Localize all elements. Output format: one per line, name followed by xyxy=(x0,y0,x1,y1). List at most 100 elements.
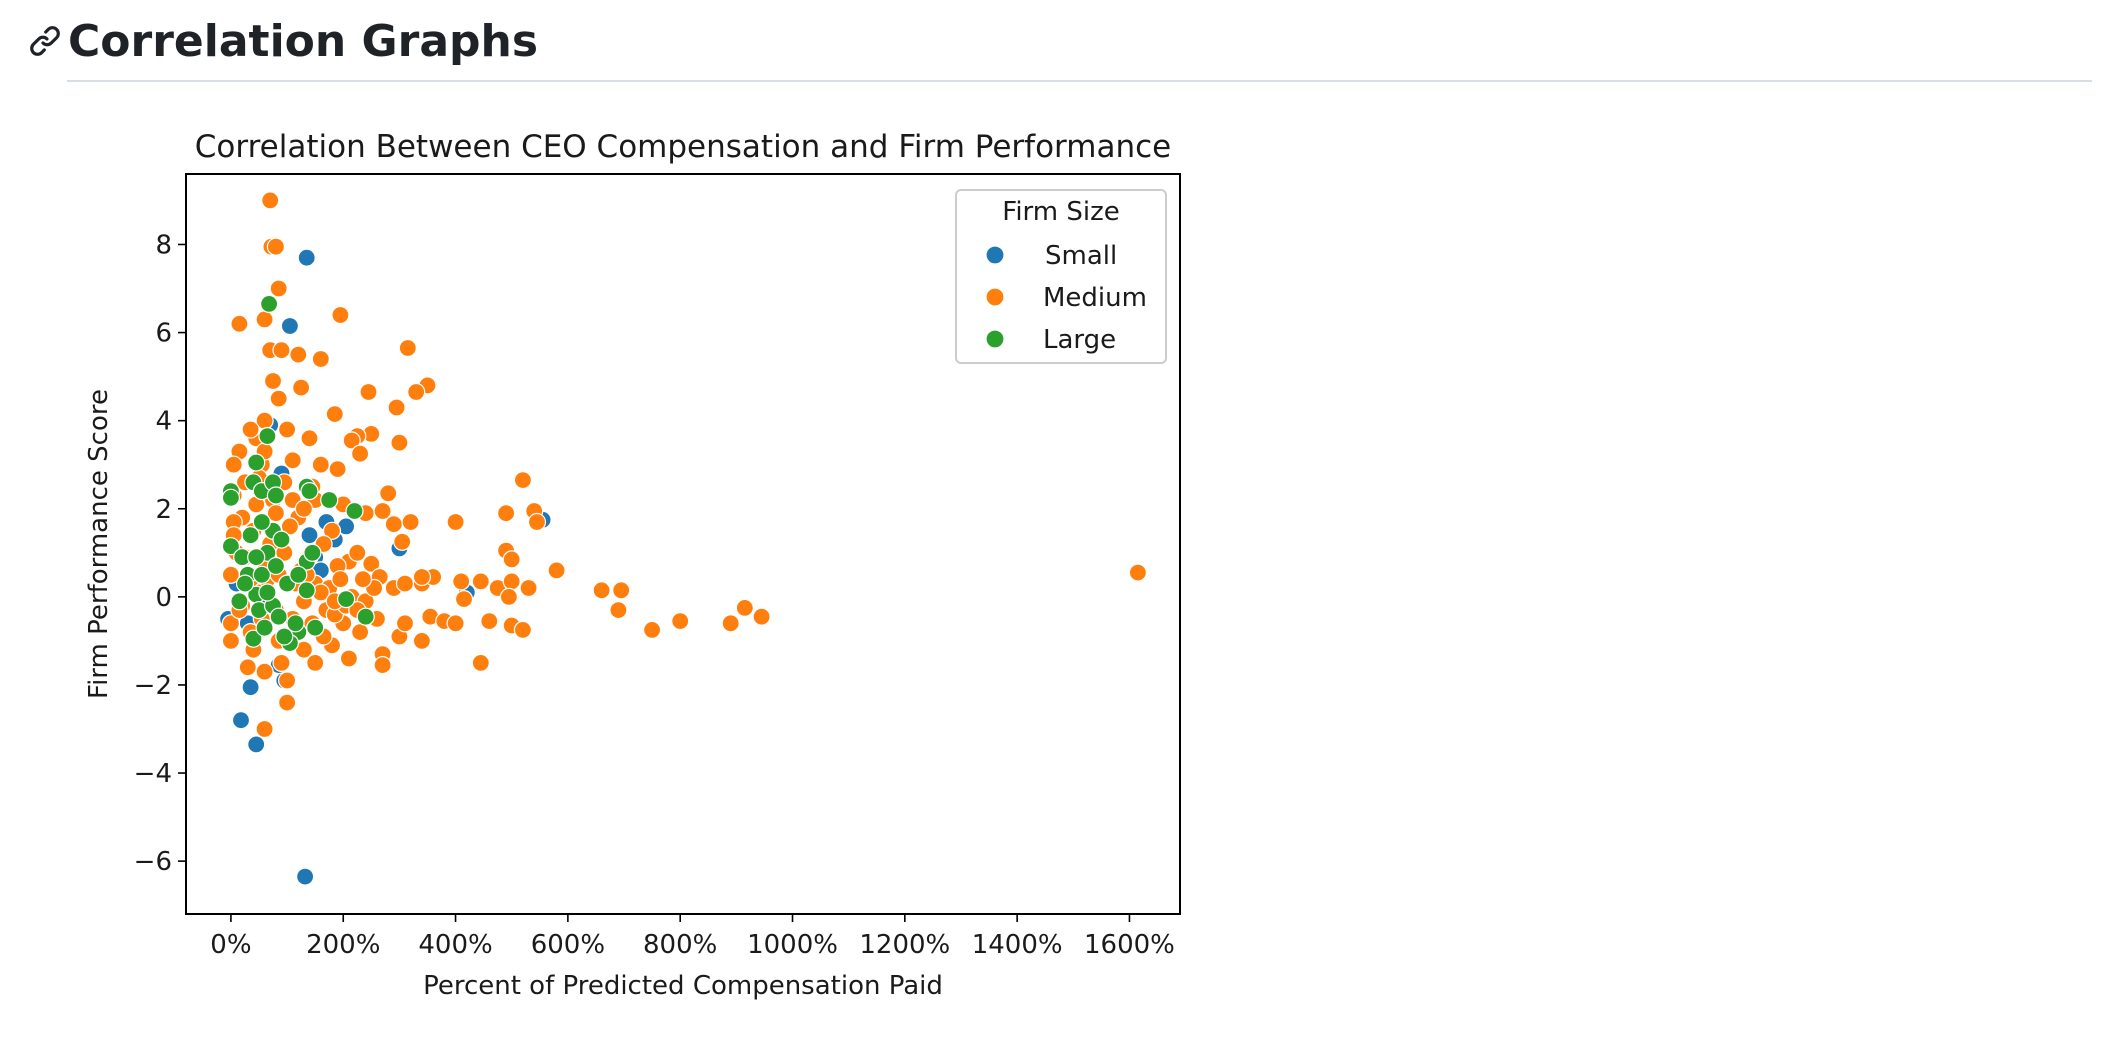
data-point-medium xyxy=(272,341,291,360)
data-point-small xyxy=(300,526,319,545)
data-point-medium xyxy=(351,622,370,642)
data-point-large xyxy=(306,618,325,637)
data-point-medium xyxy=(339,649,358,668)
data-point-large xyxy=(221,488,240,507)
data-point-medium xyxy=(241,420,260,439)
data-point-medium xyxy=(398,338,417,358)
data-point-large xyxy=(258,583,277,602)
x-tick-label: 600% xyxy=(531,930,605,960)
data-point-large xyxy=(241,526,260,545)
data-point-medium xyxy=(592,581,611,600)
data-point-medium xyxy=(221,631,240,651)
legend-marker-small xyxy=(985,245,1005,265)
data-point-medium xyxy=(499,587,518,606)
data-point-medium xyxy=(331,570,350,589)
data-point-medium xyxy=(379,484,398,503)
x-tick-label: 0% xyxy=(210,930,251,960)
section-header: Correlation Graphs xyxy=(28,4,2088,82)
data-point-medium xyxy=(348,543,367,562)
data-point-medium xyxy=(269,279,288,298)
data-point-large xyxy=(297,581,316,600)
data-point-medium xyxy=(384,515,403,534)
data-point-large xyxy=(320,490,339,510)
data-point-medium xyxy=(283,451,302,470)
data-point-large xyxy=(247,453,266,472)
data-point-medium xyxy=(373,655,392,675)
data-point-medium xyxy=(497,504,516,523)
legend-marker-large xyxy=(985,329,1005,349)
data-point-medium xyxy=(513,471,533,490)
data-point-medium xyxy=(393,532,412,551)
data-point-medium xyxy=(671,612,690,631)
y-tick-label: 4 xyxy=(155,407,172,437)
data-point-medium xyxy=(452,572,471,591)
section-divider xyxy=(67,80,2092,82)
data-point-medium xyxy=(311,455,330,474)
data-point-medium xyxy=(721,614,740,633)
data-point-medium xyxy=(278,420,297,439)
legend-frame xyxy=(955,189,1167,364)
data-point-medium xyxy=(292,378,311,397)
data-point-medium xyxy=(471,653,490,673)
x-tick-label: 800% xyxy=(643,930,717,960)
data-point-medium xyxy=(412,567,431,587)
section-title: Correlation Graphs xyxy=(68,16,539,67)
data-point-medium xyxy=(278,671,297,690)
data-point-medium xyxy=(446,512,465,532)
data-point-large xyxy=(235,574,255,593)
data-point-medium xyxy=(395,614,415,633)
y-axis: −6 −4 −2 0 2 4 6 8 xyxy=(134,230,186,877)
data-point-large xyxy=(266,556,285,576)
data-point-medium xyxy=(230,314,249,333)
data-point-medium xyxy=(342,431,361,450)
data-point-medium xyxy=(547,561,566,580)
data-point-large xyxy=(230,592,249,611)
legend-marker-medium xyxy=(985,287,1005,307)
data-point-medium xyxy=(752,607,771,626)
data-point-medium xyxy=(454,590,474,609)
data-point-medium xyxy=(359,382,378,402)
data-point-medium xyxy=(351,444,370,463)
data-point-large xyxy=(260,294,279,313)
y-tick-label: −2 xyxy=(134,671,172,701)
data-point-medium xyxy=(353,570,372,589)
data-point-small xyxy=(247,735,266,754)
legend-label-large: Large xyxy=(1043,325,1116,355)
data-point-large xyxy=(345,501,364,521)
data-point-medium xyxy=(328,460,347,479)
data-point-large xyxy=(337,590,356,609)
data-point-large xyxy=(252,565,271,584)
x-tick-label: 200% xyxy=(306,930,380,960)
plot-frame xyxy=(185,173,1181,915)
data-point-medium xyxy=(642,620,662,640)
data-point-medium xyxy=(278,693,297,712)
data-point-large xyxy=(244,629,263,648)
legend: Firm Size Small Medium Large xyxy=(955,189,1167,364)
data-point-large xyxy=(286,614,305,633)
y-tick-label: 2 xyxy=(155,495,172,525)
data-point-medium xyxy=(471,572,490,591)
data-point-medium xyxy=(395,574,415,593)
data-point-medium xyxy=(224,455,243,474)
data-point-medium xyxy=(609,601,628,620)
data-point-medium xyxy=(502,550,521,569)
data-point-medium xyxy=(272,653,291,673)
y-tick-label: 8 xyxy=(155,230,172,260)
y-tick-label: 6 xyxy=(155,319,172,349)
data-point-medium xyxy=(390,433,409,452)
link-icon[interactable] xyxy=(28,24,62,58)
legend-label-small: Small xyxy=(1045,241,1117,271)
data-point-large xyxy=(272,530,291,549)
y-tick-label: −6 xyxy=(134,847,172,877)
data-point-large xyxy=(221,537,240,556)
data-point-medium xyxy=(294,499,313,518)
data-point-medium xyxy=(1128,563,1148,582)
data-point-medium xyxy=(221,614,240,633)
data-point-large xyxy=(255,618,274,637)
data-point-medium xyxy=(373,501,392,521)
data-point-small xyxy=(296,867,315,886)
data-point-medium xyxy=(311,349,330,369)
data-point-medium xyxy=(446,614,465,633)
data-point-medium xyxy=(513,620,533,640)
data-point-medium xyxy=(502,572,521,591)
